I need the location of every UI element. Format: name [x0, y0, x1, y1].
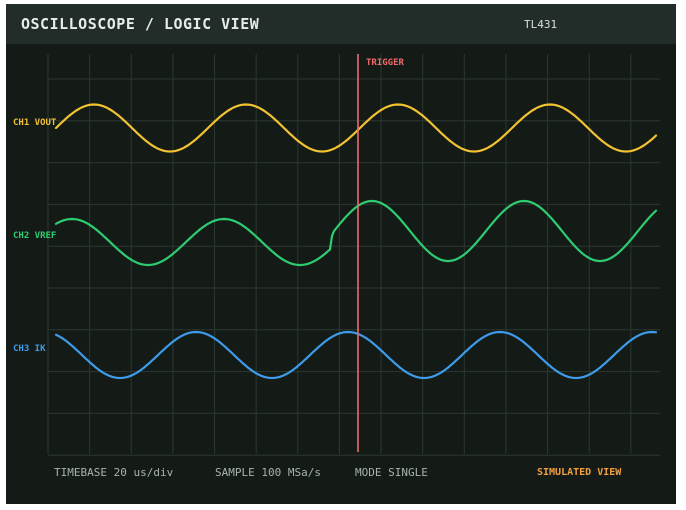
title-bar: OSCILLOSCOPE / LOGIC VIEW TL431	[6, 4, 676, 44]
device-label: TL431	[524, 18, 558, 31]
ch3-label: CH3 IK	[13, 344, 46, 354]
ch1-label: CH1 VOUT	[13, 118, 57, 128]
timebase-readout: TIMEBASE 20 us/div	[54, 466, 174, 479]
ch2-label: CH2 VREF	[13, 231, 56, 241]
ch3-waveform	[54, 330, 658, 380]
ch1-waveform	[54, 103, 658, 153]
waveform-display: TRIGGER CH1 VOUT CH2 VREF CH3 IK	[13, 54, 660, 456]
mode-readout: MODE SINGLE	[355, 466, 428, 479]
ch2-waveform	[54, 199, 658, 267]
simulated-view-badge: SIMULATED VIEW	[537, 467, 622, 478]
page-title: OSCILLOSCOPE / LOGIC VIEW	[21, 15, 260, 33]
oscilloscope-panel: OSCILLOSCOPE / LOGIC VIEW TL431 TRIGGER …	[6, 4, 676, 504]
sample-rate-readout: SAMPLE 100 MSa/s	[215, 466, 321, 479]
grid	[47, 54, 660, 456]
trigger-label: TRIGGER	[366, 58, 405, 68]
